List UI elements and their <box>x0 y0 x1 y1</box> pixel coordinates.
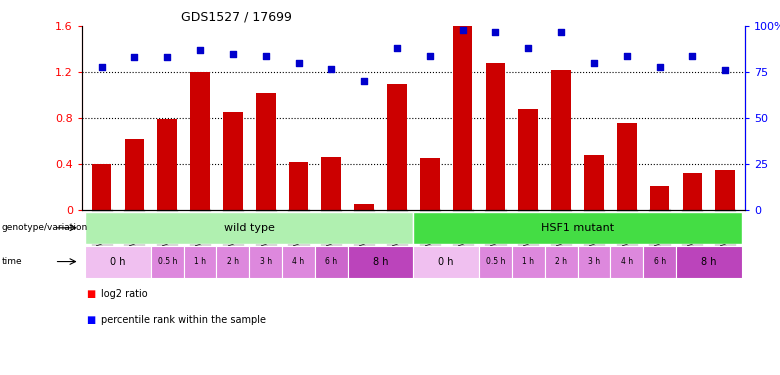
Bar <box>610 246 644 278</box>
Text: 3 h: 3 h <box>588 257 600 266</box>
Point <box>260 53 272 58</box>
Point <box>95 64 108 70</box>
Point <box>555 29 567 35</box>
Bar <box>420 158 440 210</box>
Point <box>587 60 600 66</box>
Point <box>193 47 206 53</box>
Text: 0.5 h: 0.5 h <box>486 257 505 266</box>
Bar <box>676 246 742 278</box>
Point <box>161 54 173 60</box>
Bar <box>217 246 250 278</box>
Text: ■: ■ <box>86 289 95 299</box>
Text: ■: ■ <box>86 315 95 325</box>
Text: wild type: wild type <box>224 223 275 233</box>
Text: 1 h: 1 h <box>194 257 206 266</box>
Bar <box>289 162 308 210</box>
Text: 4 h: 4 h <box>292 257 304 266</box>
Point <box>391 45 403 51</box>
Text: 8 h: 8 h <box>701 256 717 267</box>
Point <box>621 53 633 58</box>
Bar <box>256 93 275 210</box>
Text: 2 h: 2 h <box>555 257 567 266</box>
Bar <box>125 139 144 210</box>
Bar <box>617 123 636 210</box>
Text: 0 h: 0 h <box>110 256 126 267</box>
Bar <box>551 70 571 210</box>
Text: 6 h: 6 h <box>325 257 338 266</box>
Text: 0 h: 0 h <box>438 256 454 267</box>
Bar <box>387 84 407 210</box>
Bar <box>321 157 341 210</box>
Point <box>325 66 338 72</box>
Text: log2 ratio: log2 ratio <box>101 289 148 299</box>
Text: genotype/variation: genotype/variation <box>2 224 88 232</box>
Point <box>456 27 469 33</box>
Text: percentile rank within the sample: percentile rank within the sample <box>101 315 267 325</box>
Bar <box>715 170 735 210</box>
Bar <box>354 204 374 210</box>
Point <box>292 60 305 66</box>
Bar <box>158 119 177 210</box>
Text: HSF1 mutant: HSF1 mutant <box>541 223 614 233</box>
Text: 3 h: 3 h <box>260 257 271 266</box>
Bar <box>486 63 505 210</box>
Text: 4 h: 4 h <box>621 257 633 266</box>
Text: 1 h: 1 h <box>523 257 534 266</box>
Point <box>227 51 239 57</box>
Bar <box>479 246 512 278</box>
Text: 0.5 h: 0.5 h <box>158 257 177 266</box>
Bar <box>452 26 473 210</box>
Text: time: time <box>2 257 22 266</box>
Point <box>128 54 140 60</box>
Point <box>489 29 502 35</box>
Text: 6 h: 6 h <box>654 257 665 266</box>
Bar <box>348 246 413 278</box>
Text: GDS1527 / 17699: GDS1527 / 17699 <box>181 11 292 24</box>
Point <box>719 68 732 74</box>
Point <box>686 53 699 58</box>
Bar <box>250 246 282 278</box>
Bar <box>190 72 210 210</box>
Bar <box>282 246 315 278</box>
Text: 8 h: 8 h <box>373 256 388 267</box>
Bar <box>413 246 479 278</box>
Bar <box>183 246 217 278</box>
Bar <box>519 109 538 210</box>
Point <box>654 64 666 70</box>
Bar <box>223 112 243 210</box>
Bar <box>682 173 702 210</box>
Point <box>522 45 534 51</box>
Bar <box>650 186 669 210</box>
Bar <box>544 246 577 278</box>
Bar <box>85 212 413 244</box>
Bar <box>512 246 544 278</box>
Bar <box>92 164 112 210</box>
Bar <box>584 155 604 210</box>
Point <box>358 78 370 84</box>
Bar <box>85 246 151 278</box>
Bar <box>315 246 348 278</box>
Text: 2 h: 2 h <box>227 257 239 266</box>
Bar <box>644 246 676 278</box>
Bar <box>151 246 183 278</box>
Bar <box>413 212 742 244</box>
Point <box>424 53 436 58</box>
Bar <box>577 246 610 278</box>
